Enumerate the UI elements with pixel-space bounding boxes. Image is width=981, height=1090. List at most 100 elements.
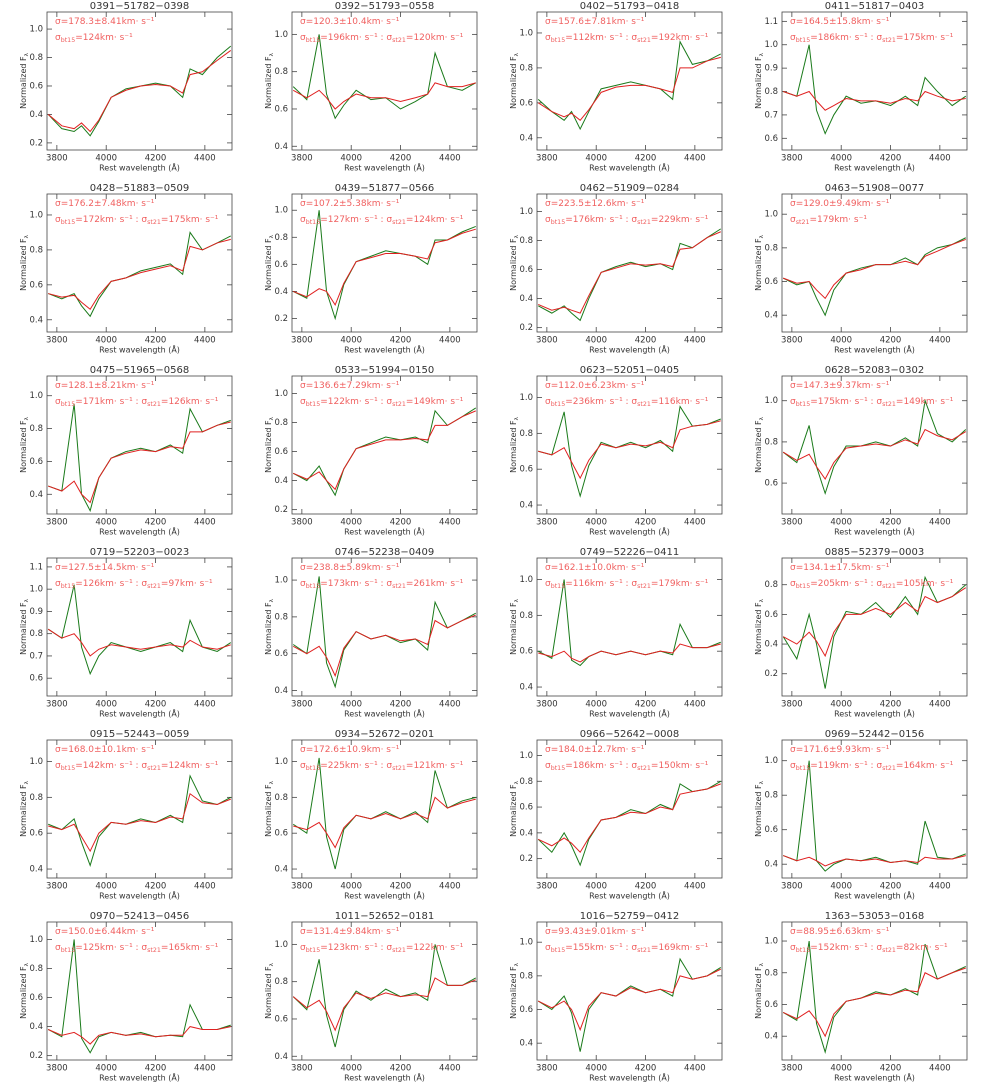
- text-part: σ=128.1±8.21km· s⁻¹: [55, 381, 155, 391]
- y-tick-label: 1.1: [764, 17, 778, 27]
- panel-title: 0623−52051−0405: [580, 365, 679, 376]
- plot-frame: [536, 375, 723, 515]
- y-axis-label: Normalized Fλ: [19, 52, 30, 109]
- x-axis-label: Rest wavelength (Å): [834, 162, 915, 173]
- plot-frame: [781, 193, 968, 333]
- y-tick-label: 0.8: [274, 793, 288, 803]
- y-tick-label: 0.4: [519, 683, 533, 693]
- plot-frame: [781, 11, 968, 151]
- y-tick-label: 1.0: [519, 938, 533, 948]
- x-tick-label: 3800: [536, 700, 558, 710]
- x-tick-label: 4400: [684, 882, 706, 892]
- x-tick-label: 4400: [929, 1064, 951, 1074]
- y-tick-label: 0.7: [29, 651, 43, 661]
- text-part: =164km· s⁻¹: [896, 761, 954, 771]
- y-tick-label: 0.6: [274, 104, 288, 114]
- x-tick-label: 3800: [536, 154, 558, 164]
- x-tick-label: 3800: [291, 154, 313, 164]
- text-part: Normalized F: [509, 238, 518, 291]
- x-axis-label: Rest wavelength (Å): [99, 344, 180, 355]
- x-tick-label: 4400: [929, 518, 951, 528]
- text-part: =172km· s⁻¹ : σ: [75, 215, 147, 225]
- text-part: =121km· s⁻¹: [406, 761, 464, 771]
- x-tick-label: 4400: [929, 154, 951, 164]
- spectrum-line: [48, 1026, 231, 1045]
- y-tick-label: 0.2: [764, 669, 778, 679]
- x-tick-label: 3800: [46, 700, 68, 710]
- y-tick-label: 1.0: [29, 757, 43, 767]
- subscript: bt15: [306, 583, 320, 590]
- x-tick-label: 4000: [585, 700, 607, 710]
- subscript: bt15: [61, 765, 75, 772]
- plot-frame: [536, 11, 723, 151]
- annotation: σst21=179km· s⁻¹: [790, 215, 867, 227]
- x-tick-label: 3800: [536, 882, 558, 892]
- y-tick-label: 1.0: [274, 30, 288, 40]
- text-part: =124km· s⁻¹: [406, 215, 464, 225]
- panel-title: 0391−51782−0398: [90, 1, 189, 12]
- panel-title: 0966−52642−0008: [580, 729, 679, 740]
- spectrum-line: [537, 56, 721, 122]
- text-part: =142km· s⁻¹ : σ: [75, 761, 147, 771]
- y-tick-label: 0.2: [519, 854, 533, 864]
- x-tick-label: 4200: [880, 518, 902, 528]
- y-tick-label: 1.0: [29, 585, 43, 595]
- annotation: σ=223.5±12.6km· s⁻¹: [545, 199, 645, 209]
- x-tick-label: 4200: [390, 336, 412, 346]
- text-part: =152km· s⁻¹ : σ: [810, 943, 882, 953]
- y-tick-label: 0.8: [764, 580, 778, 590]
- text-part: =175km· s⁻¹ : σ: [810, 397, 882, 407]
- text-part: =179km· s⁻¹: [651, 579, 709, 589]
- y-axis-label: Normalized Fλ: [264, 234, 275, 291]
- subscript: st21: [882, 947, 896, 954]
- text-part: =205km· s⁻¹ : σ: [810, 579, 882, 589]
- spectrum-line: [292, 34, 477, 120]
- y-tick-label: 0.8: [29, 964, 43, 974]
- text-part: =122km· s⁻¹ : σ: [320, 397, 392, 407]
- spectrum-line: [48, 238, 231, 311]
- subscript: λ: [269, 780, 275, 784]
- annotation: σbt15=119km· s⁻¹ : σst21=164km· s⁻¹: [790, 761, 954, 773]
- subscript: bt15: [306, 765, 320, 772]
- annotation: σbt15=126km· s⁻¹ : σst21=97km· s⁻¹: [55, 579, 213, 591]
- subscript: bt15: [796, 37, 810, 44]
- y-tick-label: 0.8: [274, 418, 288, 428]
- text-part: =186km· s⁻¹ : σ: [810, 33, 882, 43]
- x-tick-label: 4400: [439, 1064, 461, 1074]
- text-part: Normalized F: [19, 238, 28, 291]
- text-part: =186km· s⁻¹ : σ: [565, 761, 637, 771]
- subscript: bt15: [61, 37, 75, 44]
- subscript: st21: [637, 947, 651, 954]
- spectrum-line: [47, 939, 231, 1054]
- x-tick-label: 4000: [340, 882, 362, 892]
- panel-title: 0719−52203−0023: [90, 547, 189, 558]
- panel: 0885−52379−0003 3800 4000 4200 4400 0.2 0.4 0.6…: [754, 547, 968, 719]
- y-tick-label: 0.6: [519, 1005, 533, 1015]
- panel-title: 0969−52442−0156: [825, 729, 924, 740]
- panel-title: 0749−52226−0411: [580, 547, 679, 558]
- spectrum-line: [537, 780, 722, 867]
- x-tick-label: 4000: [585, 518, 607, 528]
- plot-frame: [781, 557, 968, 697]
- panel: 0915−52443−0059 3800 4000 4200 4400 0.4 0.6 0.8…: [19, 729, 233, 901]
- text-part: σ: [790, 943, 796, 953]
- text-part: Normalized F: [754, 420, 763, 473]
- y-tick-label: 0.4: [274, 287, 288, 297]
- subscript: λ: [24, 234, 30, 238]
- annotation: σ=176.2±7.48km· s⁻¹: [55, 199, 155, 209]
- annotation: σ=238.8±5.89km· s⁻¹: [300, 563, 400, 573]
- x-tick-label: 4400: [684, 336, 706, 346]
- panel: 0969−52442−0156 3800 4000 4200 4400 0.4 0.6 0.8…: [754, 729, 968, 901]
- y-tick-label: 0.8: [29, 245, 43, 255]
- text-part: =126km· s⁻¹: [161, 397, 219, 407]
- text-part: σ=171.6±9.93km· s⁻¹: [790, 745, 890, 755]
- subscript: λ: [759, 598, 765, 602]
- text-part: =229km· s⁻¹: [651, 215, 709, 225]
- panel: 0392−51793−0558 3800 4000 4200 4400 0.4 0.6 0.8…: [264, 1, 478, 173]
- y-tick-label: 0.6: [764, 1000, 778, 1010]
- x-tick-label: 4400: [684, 1064, 706, 1074]
- y-tick-label: 0.4: [29, 110, 43, 120]
- x-tick-label: 4200: [145, 518, 167, 528]
- y-tick-label: 1.0: [764, 40, 778, 50]
- text-part: σ: [790, 761, 796, 771]
